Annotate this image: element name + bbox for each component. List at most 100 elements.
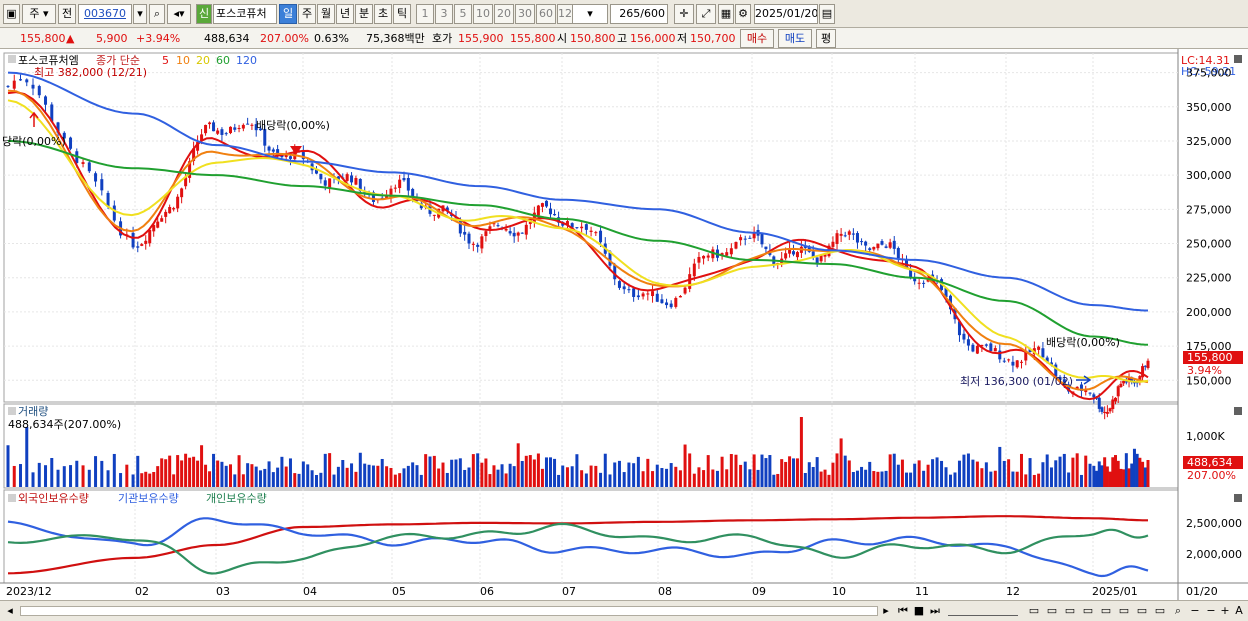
last-volume-label: 488,634 bbox=[1187, 456, 1233, 469]
volume-panel-icon[interactable] bbox=[8, 407, 16, 415]
candle-body bbox=[880, 241, 884, 245]
interval-tab-3[interactable]: 10 bbox=[473, 4, 493, 24]
date-input[interactable]: 2025/01/20 bbox=[754, 4, 818, 24]
volume-bar bbox=[589, 465, 593, 487]
volume-bar bbox=[876, 471, 880, 487]
holding-panel-icon[interactable] bbox=[8, 494, 16, 502]
period-tab-1[interactable]: 주 bbox=[298, 4, 316, 24]
period-tab-4[interactable]: 분 bbox=[355, 4, 373, 24]
interval-tab-0[interactable]: 1 bbox=[416, 4, 434, 24]
first-icon[interactable]: ⏮ bbox=[898, 604, 908, 617]
x-axis-label: 07 bbox=[562, 585, 576, 598]
volume-bar bbox=[953, 472, 957, 487]
sell-button[interactable]: 매도 bbox=[778, 29, 812, 48]
zoom-search-icon[interactable]: ⌕ bbox=[1174, 604, 1182, 617]
candle-body bbox=[1041, 348, 1045, 358]
speaker-icon[interactable]: ◂▾ bbox=[167, 4, 191, 24]
scrollbar-track[interactable] bbox=[20, 606, 878, 616]
tool-icon-2[interactable]: ▭ bbox=[1046, 604, 1058, 617]
holding-y-tick-1: 2,500,000 bbox=[1186, 517, 1242, 530]
price-y-tick: 175,000 bbox=[1186, 340, 1232, 353]
buy-button[interactable]: 매수 bbox=[740, 29, 774, 48]
candle-body bbox=[544, 200, 548, 207]
volume-bar bbox=[971, 459, 975, 487]
tool-icon-4[interactable]: ▭ bbox=[1082, 604, 1094, 617]
font-size-icon[interactable]: A bbox=[1235, 604, 1243, 617]
calendar-icon[interactable]: ▤ bbox=[819, 4, 835, 24]
interval-tab-1[interactable]: 3 bbox=[435, 4, 453, 24]
volume-panel-close-icon[interactable] bbox=[1234, 407, 1242, 415]
eval-button[interactable]: 평 bbox=[816, 29, 836, 48]
zoom-out-small-icon[interactable]: − bbox=[1206, 604, 1216, 617]
last-icon[interactable]: ⏭ bbox=[930, 604, 940, 617]
code-input[interactable]: 003670 bbox=[78, 4, 132, 24]
grid-icon[interactable]: ▦ bbox=[718, 4, 734, 24]
gear-icon[interactable]: ⚙ bbox=[735, 4, 751, 24]
period-tab-2[interactable]: 월 bbox=[317, 4, 335, 24]
volume-bar bbox=[553, 458, 557, 487]
candle-body bbox=[917, 282, 921, 284]
zoom-in-icon[interactable]: + bbox=[1220, 604, 1230, 617]
zoom-slider[interactable] bbox=[948, 606, 1018, 616]
interval-tab-6[interactable]: 60 bbox=[536, 4, 556, 24]
candle-body bbox=[288, 156, 292, 159]
scroll-left-icon[interactable]: ◂ bbox=[7, 604, 13, 617]
interval-tab-2[interactable]: 5 bbox=[454, 4, 472, 24]
period-tab-3[interactable]: 년 bbox=[336, 4, 354, 24]
interval-tab-5[interactable]: 30 bbox=[515, 4, 535, 24]
count-input[interactable]: 265/600 bbox=[610, 4, 668, 24]
x-axis-label: 05 bbox=[392, 585, 406, 598]
volume-bar bbox=[144, 471, 148, 487]
volume-bar bbox=[807, 462, 811, 487]
candle-body bbox=[739, 237, 743, 241]
candle-body bbox=[81, 162, 85, 164]
volume-bar bbox=[1011, 471, 1015, 487]
volume-bar bbox=[768, 455, 772, 487]
zoom-out-icon[interactable]: − bbox=[1190, 604, 1200, 617]
tool-icon-3[interactable]: ▭ bbox=[1064, 604, 1076, 617]
last-pct-label: 3.94% bbox=[1187, 364, 1222, 377]
period-tab-5[interactable]: 초 bbox=[374, 4, 392, 24]
code-dropdown-icon[interactable]: ▾ bbox=[133, 4, 147, 24]
tool-icon-1[interactable]: ▭ bbox=[1028, 604, 1040, 617]
candle-body bbox=[504, 228, 508, 231]
count-value: 265 bbox=[619, 7, 641, 20]
candle-body bbox=[480, 236, 484, 249]
candle-body bbox=[358, 178, 362, 192]
period-tab-6[interactable]: 틱 bbox=[393, 4, 411, 24]
volume-bar bbox=[843, 455, 847, 487]
draw-icon[interactable]: ⤢ bbox=[696, 4, 716, 24]
interval-input[interactable]: ▾ bbox=[572, 4, 608, 24]
candle-body bbox=[237, 128, 241, 130]
panel-icon[interactable] bbox=[8, 55, 16, 63]
price-panel-close-icon[interactable] bbox=[1234, 55, 1242, 63]
candle-body bbox=[267, 146, 271, 151]
holding-panel-close-icon[interactable] bbox=[1234, 494, 1242, 502]
tool-icon-8[interactable]: ▭ bbox=[1154, 604, 1166, 617]
volume-bar bbox=[1032, 474, 1036, 487]
volume-bar bbox=[271, 472, 275, 487]
prev-button[interactable]: 전 bbox=[58, 4, 76, 24]
period-tab-0[interactable]: 일 bbox=[279, 4, 297, 24]
candle-body bbox=[136, 246, 140, 248]
candle-body bbox=[608, 251, 612, 266]
layout-icon[interactable]: ▣ bbox=[3, 4, 20, 24]
volume-bar bbox=[492, 465, 496, 487]
period-select[interactable]: 주 ▾ bbox=[22, 4, 56, 24]
stop-icon[interactable]: ■ bbox=[913, 604, 925, 617]
tool-icon-6[interactable]: ▭ bbox=[1118, 604, 1130, 617]
tool-icon-7[interactable]: ▭ bbox=[1136, 604, 1148, 617]
crosshair-icon[interactable]: ✛ bbox=[674, 4, 694, 24]
tool-icon-5[interactable]: ▭ bbox=[1100, 604, 1112, 617]
interval-tab-4[interactable]: 20 bbox=[494, 4, 514, 24]
price-panel-title: 포스코퓨처엠 bbox=[18, 54, 79, 67]
volume-bar bbox=[980, 468, 984, 487]
scroll-right-icon[interactable]: ▸ bbox=[883, 604, 889, 617]
volume-bar bbox=[760, 454, 764, 487]
chart-area[interactable]: 포스코퓨처엠 종가 단순 5 10 20 60 120 최고 382,000 (… bbox=[0, 49, 1248, 600]
price-y-tick: 275,000 bbox=[1186, 203, 1232, 216]
search-icon[interactable]: ⌕ bbox=[149, 4, 165, 24]
volume-bar bbox=[458, 458, 462, 487]
volume-panel-title: 거래량 bbox=[18, 405, 48, 418]
volume-bar bbox=[1049, 467, 1053, 487]
